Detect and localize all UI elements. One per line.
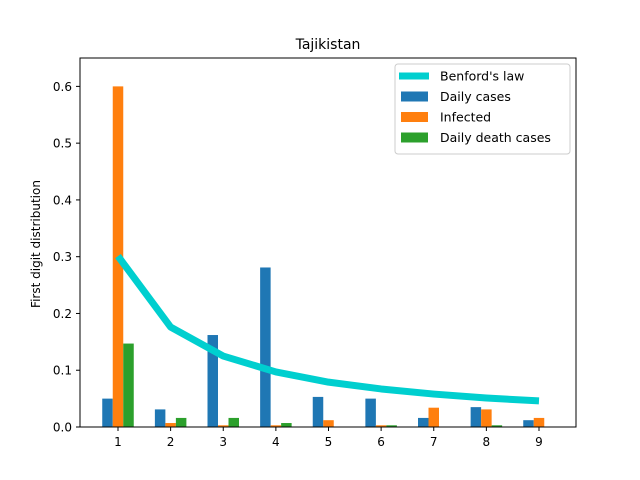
y-tick-label: 0.3 — [53, 250, 72, 264]
legend-swatch-bar — [401, 91, 428, 102]
x-tick-label: 6 — [377, 435, 385, 449]
bar-infected-5 — [323, 420, 334, 427]
bar-daily-death-cases-4 — [281, 423, 292, 427]
benford-line — [115, 254, 540, 405]
bar-daily-cases-7 — [418, 417, 429, 427]
y-tick-label: 0.4 — [53, 193, 72, 207]
x-tick-label: 2 — [167, 435, 175, 449]
bar-infected-9 — [533, 417, 545, 427]
legend-item: Daily death cases — [401, 130, 551, 145]
legend-item: Benford's law — [399, 69, 524, 84]
bar-infected-3 — [218, 425, 229, 427]
bar-infected-7 — [428, 407, 439, 427]
legend-swatch-bar — [401, 112, 428, 122]
bar-infected-8 — [481, 409, 492, 427]
x-tick-label: 3 — [219, 435, 227, 449]
y-tick-label: 0.2 — [53, 307, 72, 321]
plot-area: 1 2 3 4 5 6 7 8 9 0.0 0.1 0.2 0.3 0.4 0.5 0.6 — [53, 57, 577, 449]
bar-infected-6 — [375, 425, 387, 427]
bar-daily-cases-6 — [365, 398, 376, 427]
bar-daily-death-cases-8 — [491, 425, 503, 427]
bar-daily-death-cases-1 — [123, 343, 134, 427]
y-tick-label: 0.0 — [53, 421, 72, 435]
bar-infected-2 — [165, 423, 176, 427]
x-tick-label: 8 — [483, 435, 491, 449]
bar-daily-cases-1 — [102, 398, 113, 427]
bar-daily-cases-2 — [154, 409, 166, 427]
legend-box — [394, 63, 571, 155]
bar-daily-death-cases-6 — [386, 425, 397, 427]
x-tick-label: 1 — [114, 435, 122, 449]
legend-label: Daily cases — [440, 89, 511, 104]
x-tick-label: 7 — [430, 435, 438, 449]
x-tick-label: 9 — [535, 435, 543, 449]
legend: Benford's law Daily cases Infected Daily de… — [394, 63, 571, 155]
bar-infected-4 — [270, 425, 282, 427]
legend-label: Daily death cases — [440, 130, 551, 145]
legend-label: Benford's law — [440, 69, 524, 84]
bar-daily-death-cases-2 — [175, 417, 187, 427]
bar-daily-cases-5 — [312, 396, 324, 427]
bar-daily-cases-8 — [470, 407, 482, 427]
x-tick-label: 4 — [272, 435, 280, 449]
legend-item: Infected — [401, 110, 491, 125]
bar-daily-cases-9 — [523, 420, 534, 427]
legend-label: Infected — [440, 110, 491, 125]
legend-swatch-bar — [401, 132, 428, 143]
bar-daily-cases-4 — [260, 267, 271, 427]
x-tick-label: 5 — [325, 435, 333, 449]
y-tick-label: 0.1 — [53, 364, 72, 378]
bar-daily-cases-3 — [207, 335, 218, 427]
y-axis-label: First digit distribution — [29, 180, 43, 308]
legend-item: Daily cases — [401, 89, 511, 104]
y-tick-label: 0.6 — [53, 80, 72, 94]
chart-title: Tajikistan — [295, 37, 361, 53]
y-tick-label: 0.5 — [53, 137, 72, 151]
bar-daily-death-cases-3 — [228, 417, 239, 427]
